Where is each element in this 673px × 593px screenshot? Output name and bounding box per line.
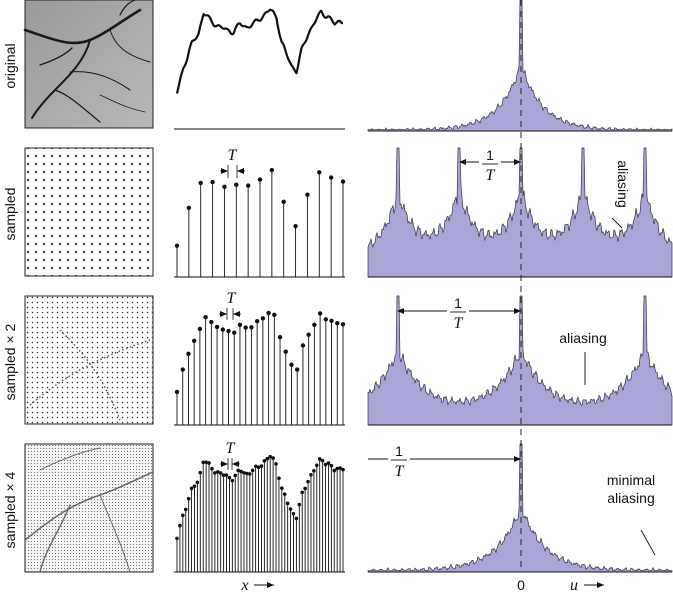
reciprocal-denominator-sampled-x4: T: [395, 463, 405, 480]
u-axis-label-group: u: [570, 577, 604, 593]
u-axis-label: u: [570, 577, 578, 593]
original-image: [23, 0, 154, 129]
reciprocal-numerator-sampled-x4: 1: [395, 443, 403, 459]
aliasing-annotation-sampled: aliasing: [602, 150, 631, 229]
minimal-aliasing-line2: aliasing: [607, 490, 654, 506]
aliasing-label-vertical: aliasing: [615, 160, 631, 207]
reciprocal-marker-sampled-x4: 1 T: [368, 443, 521, 480]
row-label-sampled: sampled: [2, 188, 18, 241]
aliasing-label: aliasing: [559, 330, 606, 346]
original-signal: [174, 8, 345, 130]
sampled-image: [24, 147, 154, 277]
period-label-sampled-x4: T: [226, 440, 236, 457]
sampled-x2-spectrum: [367, 295, 673, 426]
reciprocal-denominator-sampled: T: [486, 167, 496, 184]
period-marker-sampled: T: [220, 147, 245, 178]
row-label-sampled-x2: sampled × 2: [2, 323, 18, 400]
original-spectrum: [367, 0, 673, 132]
x-axis-label: x: [240, 577, 248, 593]
sampled-x4-image: [24, 443, 154, 573]
sampled-signal: [174, 167, 346, 278]
sampled-x4-spectrum: [367, 443, 673, 573]
sampled-x2-signal: [174, 310, 346, 426]
sampled-x2-image: [24, 295, 154, 425]
reciprocal-marker-sampled: 1 T: [459, 147, 521, 184]
x-axis-label-group: x: [240, 577, 274, 593]
reciprocal-marker-sampled-x2: 1 T: [397, 295, 521, 332]
period-marker-sampled-x2: T: [219, 290, 241, 320]
reciprocal-denominator-sampled-x2: T: [454, 315, 464, 332]
reciprocal-numerator-sampled: 1: [486, 147, 494, 163]
row-label-original: original: [2, 43, 18, 88]
zero-tick-label: 0: [517, 577, 525, 593]
period-label-sampled: T: [228, 147, 238, 164]
aliasing-annotation-sampled-x2: aliasing: [559, 330, 607, 385]
aliasing-annotation-sampled-x4: minimal aliasing: [607, 472, 656, 556]
sampled-x4-signal: [174, 454, 345, 573]
reciprocal-numerator-sampled-x2: 1: [454, 295, 462, 311]
period-marker-sampled-x4: T: [220, 440, 240, 470]
row-label-sampled-x4: sampled × 4: [2, 471, 18, 548]
minimal-aliasing-line1: minimal: [607, 472, 655, 488]
period-label-sampled-x2: T: [227, 290, 237, 307]
